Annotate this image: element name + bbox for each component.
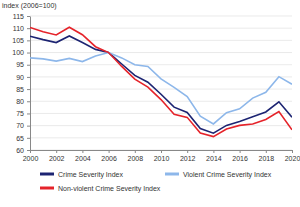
- y-tick-label: 105: [12, 37, 24, 44]
- x-tick-mark: [30, 150, 31, 153]
- series-line: [30, 53, 292, 124]
- y-tick-mark: [27, 113, 30, 114]
- legend-swatch: [40, 187, 54, 190]
- x-tick-label: 2000: [23, 155, 39, 162]
- y-axis-title: index (2006=100): [2, 2, 57, 10]
- y-tick: 90: [16, 74, 30, 81]
- y-tick-label: 70: [16, 122, 24, 129]
- x-tick-label: 2010: [154, 155, 170, 162]
- y-tick-mark: [27, 40, 30, 41]
- legend-label: Non-violent Crime Severity Index: [58, 185, 161, 193]
- y-tick: 115: [13, 13, 30, 20]
- x-tick: 2006: [101, 150, 117, 162]
- x-tick: 2014: [206, 150, 222, 162]
- x-tick-label: 2014: [206, 155, 222, 162]
- y-tick: 85: [16, 86, 30, 93]
- y-tick-label: 95: [16, 61, 24, 68]
- x-tick-label: 2006: [101, 155, 117, 162]
- x-tick-label: 2004: [75, 155, 91, 162]
- grid-line: [30, 125, 292, 126]
- x-tick-label: 2008: [128, 155, 144, 162]
- series-line: [30, 27, 292, 136]
- x-tick: 2012: [180, 150, 196, 162]
- y-tick: 80: [16, 98, 30, 105]
- legend-swatch: [165, 173, 179, 176]
- y-tick-mark: [27, 126, 30, 127]
- x-tick-label: 2020: [285, 155, 300, 162]
- x-tick-mark: [135, 150, 136, 153]
- y-tick: 110: [13, 25, 30, 32]
- x-tick-mark: [292, 150, 293, 153]
- y-axis: 60 65 70 75 80 85 90 95 100 105 110 115: [12, 13, 30, 154]
- grid-line: [30, 89, 292, 90]
- legend-label: Violent Crime Severity Index: [183, 171, 272, 179]
- x-tick-mark: [266, 150, 267, 153]
- y-tick-label: 75: [16, 110, 24, 117]
- x-tick: 2020: [285, 150, 300, 162]
- grid-line: [30, 101, 292, 102]
- x-axis: 2000 2002 2004 2006 2008 2010 2012 2014 2016 2018…: [23, 150, 300, 162]
- x-tick-label: 2018: [259, 155, 275, 162]
- y-tick-mark: [27, 77, 30, 78]
- x-tick-mark: [56, 150, 57, 153]
- series-line: [30, 36, 292, 133]
- y-tick-mark: [27, 138, 30, 139]
- y-tick-label: 65: [16, 135, 24, 142]
- grid: [30, 16, 292, 150]
- y-tick: 100: [12, 49, 30, 56]
- legend: Crime Severity Index Violent Crime Severi…: [40, 171, 272, 193]
- y-tick-mark: [27, 150, 30, 151]
- y-tick: 70: [16, 122, 30, 129]
- x-tick-mark: [213, 150, 214, 153]
- y-tick-label: 110: [13, 25, 24, 32]
- y-tick-mark: [27, 53, 30, 54]
- y-tick-label: 80: [16, 98, 24, 105]
- x-tick: 2016: [232, 150, 248, 162]
- grid-line: [30, 76, 292, 77]
- y-tick-label: 60: [16, 147, 24, 154]
- x-tick: 2018: [259, 150, 275, 162]
- grid-line: [30, 64, 292, 65]
- grid-line: [30, 137, 292, 138]
- x-tick: 2004: [75, 150, 91, 162]
- x-tick-mark: [161, 150, 162, 153]
- y-tick: 60: [16, 147, 30, 154]
- y-tick-mark: [27, 28, 30, 29]
- y-tick-mark: [27, 16, 30, 17]
- legend-swatch: [40, 173, 54, 176]
- legend-label: Crime Severity Index: [58, 171, 123, 179]
- y-tick-mark: [27, 101, 30, 102]
- y-tick-label: 100: [12, 49, 24, 56]
- y-tick-label: 115: [13, 13, 24, 20]
- grid-line: [30, 40, 292, 41]
- x-tick-label: 2002: [49, 155, 65, 162]
- x-tick: 2008: [128, 150, 144, 162]
- lines: [30, 27, 292, 136]
- y-tick-label: 90: [16, 74, 24, 81]
- y-tick: 75: [16, 110, 30, 117]
- y-tick: 65: [16, 135, 30, 142]
- x-tick-mark: [82, 150, 83, 153]
- x-tick-mark: [109, 150, 110, 153]
- x-tick-mark: [187, 150, 188, 153]
- x-tick: 2010: [154, 150, 170, 162]
- y-tick-mark: [27, 65, 30, 66]
- x-tick-label: 2012: [180, 155, 196, 162]
- x-tick: 2002: [49, 150, 65, 162]
- chart: 60 65 70 75 80 85 90 95 100 105 110 115 2000 2002 2004…: [0, 0, 300, 207]
- y-tick: 105: [12, 37, 30, 44]
- grid-line: [30, 52, 292, 53]
- x-tick-mark: [240, 150, 241, 153]
- y-tick-mark: [27, 89, 30, 90]
- y-tick-label: 85: [16, 86, 24, 93]
- x-tick: 2000: [23, 150, 39, 162]
- plot: 60 65 70 75 80 85 90 95 100 105 110 115 2000 2002 2004…: [12, 13, 300, 162]
- y-tick: 95: [16, 61, 30, 68]
- x-tick-label: 2016: [232, 155, 248, 162]
- grid-line: [30, 113, 292, 114]
- grid-line: [30, 16, 292, 17]
